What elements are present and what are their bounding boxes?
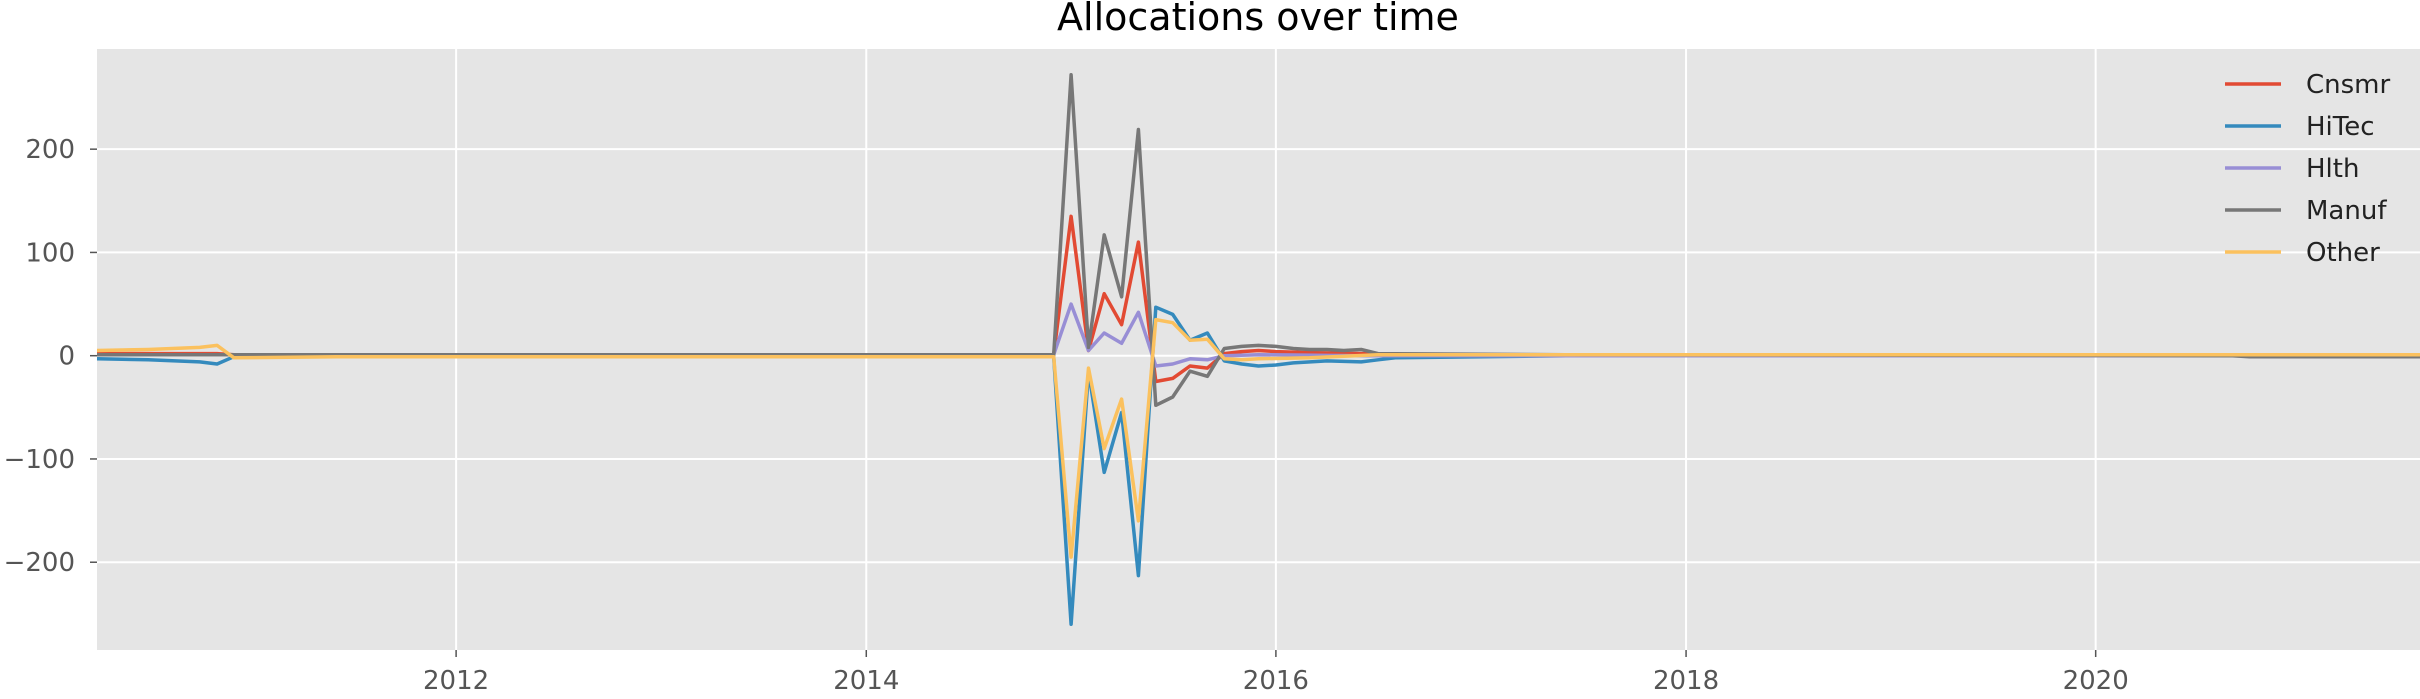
legend-label-hlth: Hlth xyxy=(2306,154,2359,184)
x-tick-label: 2016 xyxy=(1243,666,1309,696)
x-axis: 2012 2014 2016 2018 2020 xyxy=(423,650,2129,696)
y-tick-label: −100 xyxy=(4,445,75,475)
x-tick-label: 2020 xyxy=(2063,666,2129,696)
y-axis: −200 −100 0 100 200 xyxy=(4,135,97,578)
x-tick-label: 2012 xyxy=(423,666,489,696)
y-tick-label: 0 xyxy=(58,342,75,372)
y-tick-label: −200 xyxy=(4,548,75,578)
legend: Cnsmr HiTec Hlth Manuf Other xyxy=(2225,70,2391,268)
x-tick-label: 2018 xyxy=(1653,666,1719,696)
legend-label-hitec: HiTec xyxy=(2306,112,2375,142)
legend-label-other: Other xyxy=(2306,238,2380,268)
x-tick-label: 2014 xyxy=(833,666,899,696)
chart-title: Allocations over time xyxy=(1057,0,1459,39)
series-layer xyxy=(96,73,2420,626)
series-line-other xyxy=(96,317,2420,559)
series-line-hlth xyxy=(97,302,2420,368)
y-tick-label: 100 xyxy=(25,238,75,268)
series-line-cnsmr xyxy=(97,214,2420,384)
legend-label-manuf: Manuf xyxy=(2306,196,2387,226)
y-tick-label: 200 xyxy=(25,135,75,165)
legend-label-cnsmr: Cnsmr xyxy=(2306,70,2391,100)
